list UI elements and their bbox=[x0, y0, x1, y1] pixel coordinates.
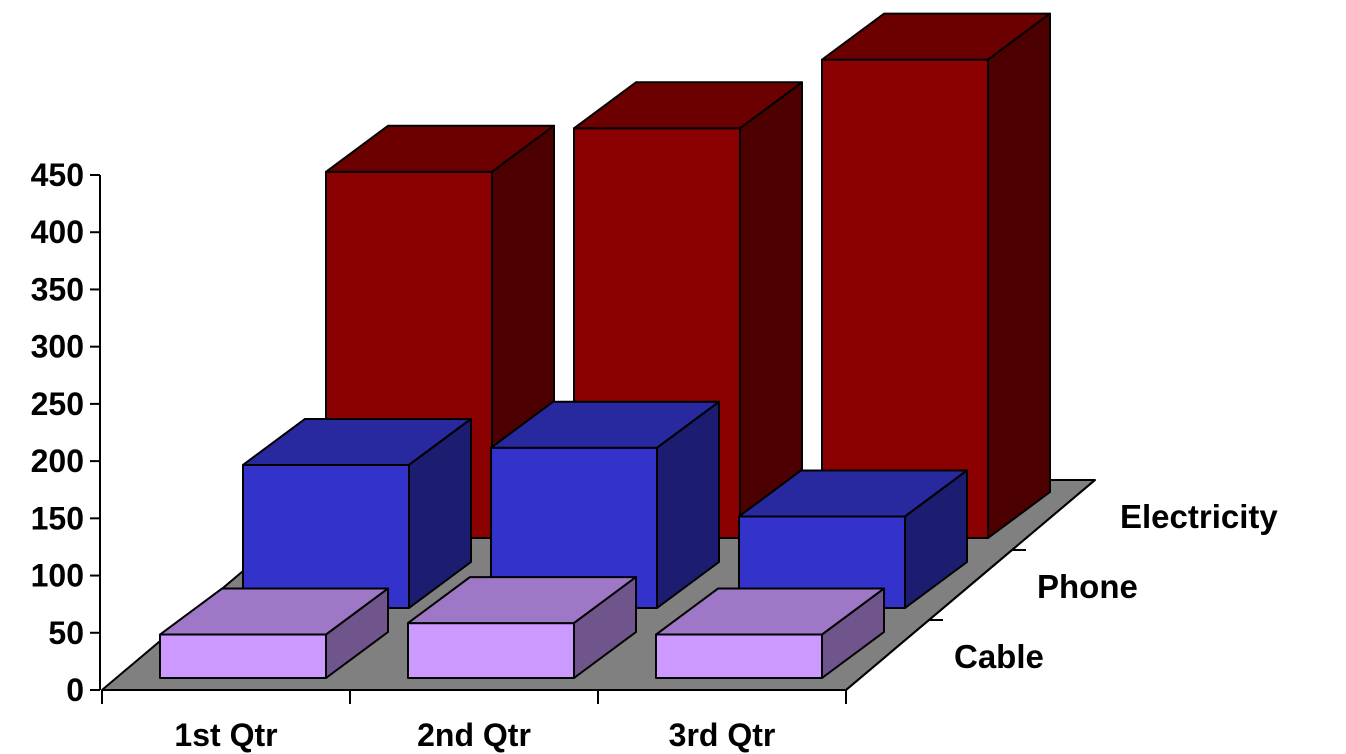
bar-front bbox=[159, 633, 327, 679]
bar-side bbox=[904, 469, 968, 609]
y-tick-label: 250 bbox=[31, 386, 84, 422]
bar-side bbox=[821, 587, 885, 679]
bar-side bbox=[987, 12, 1051, 539]
bar bbox=[159, 587, 389, 679]
bar bbox=[821, 12, 1051, 539]
chart-axes bbox=[90, 174, 1096, 704]
bar-front bbox=[242, 463, 410, 610]
bar-front bbox=[655, 633, 823, 679]
y-tick-label: 200 bbox=[31, 443, 84, 479]
bar-side bbox=[408, 417, 472, 609]
chart-bars bbox=[159, 12, 1051, 679]
y-tick-label: 300 bbox=[31, 329, 84, 365]
bar-side bbox=[739, 81, 803, 539]
chart-labels: 0 50 100 150 200 250 300 350 400 450 1st Qtr 2nd Qt… bbox=[31, 157, 1279, 753]
series-label: Cable bbox=[954, 638, 1044, 675]
x-category-label: 2nd Qtr bbox=[417, 717, 531, 753]
bar bbox=[490, 400, 720, 609]
bar bbox=[407, 576, 637, 679]
bar-side bbox=[656, 400, 720, 609]
y-tick-label: 400 bbox=[31, 214, 84, 250]
y-tick-label: 350 bbox=[31, 271, 84, 307]
series-label: Electricity bbox=[1120, 498, 1278, 535]
depth-axis-line bbox=[845, 479, 1096, 691]
bar bbox=[738, 469, 968, 610]
bar-side bbox=[325, 587, 389, 679]
y-tick-label: 150 bbox=[31, 500, 84, 536]
x-category-label: 3rd Qtr bbox=[669, 717, 776, 753]
y-tick-label: 50 bbox=[48, 615, 84, 651]
bar-side bbox=[573, 576, 637, 679]
x-category-label: 1st Qtr bbox=[174, 717, 277, 753]
bar-front bbox=[821, 58, 989, 539]
bar-front bbox=[407, 622, 575, 679]
y-tick-label: 450 bbox=[31, 157, 84, 193]
bar bbox=[242, 417, 472, 610]
bar bbox=[655, 587, 885, 679]
y-tick-label: 100 bbox=[31, 558, 84, 594]
series-label: Phone bbox=[1037, 568, 1138, 605]
y-tick-label: 0 bbox=[66, 672, 84, 708]
